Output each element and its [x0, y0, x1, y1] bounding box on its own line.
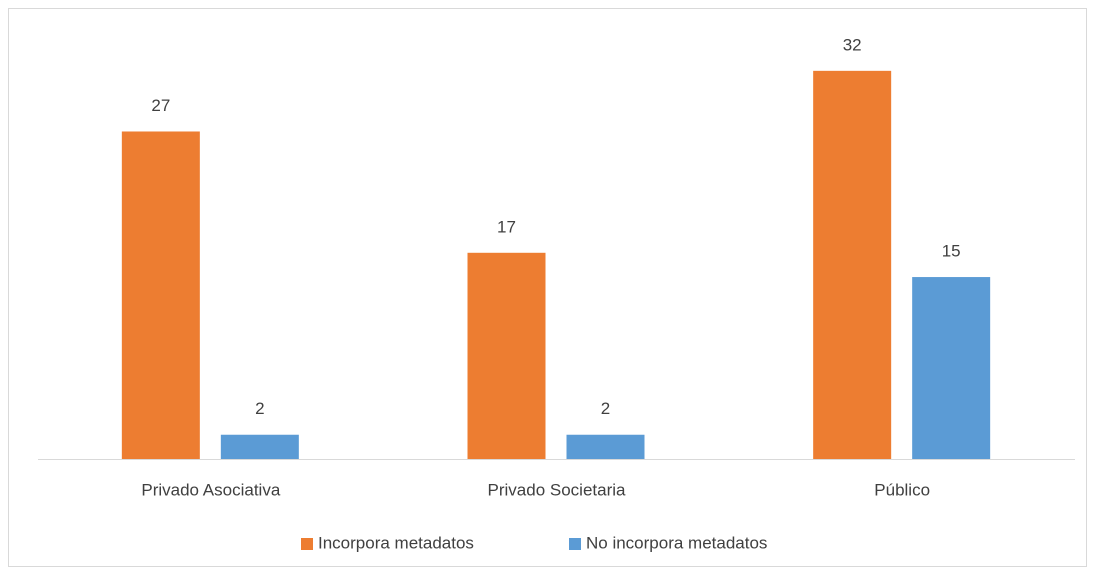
- data-label: 15: [942, 242, 961, 261]
- x-tick-label: Privado Asociativa: [141, 480, 280, 499]
- bar: [220, 434, 299, 459]
- bar: [566, 434, 645, 459]
- bar: [912, 277, 991, 459]
- x-tick-label: Privado Societaria: [488, 480, 627, 499]
- legend-label: Incorpora metadatos: [318, 533, 474, 552]
- bar: [813, 70, 892, 459]
- data-label: 27: [151, 96, 170, 115]
- data-label: 2: [255, 399, 264, 418]
- x-tick-label: Público: [874, 480, 930, 499]
- bar: [121, 131, 200, 460]
- bar: [467, 252, 546, 459]
- data-label: 32: [843, 35, 862, 54]
- data-label: 17: [497, 217, 516, 236]
- legend-swatch: [301, 538, 313, 550]
- data-label: 2: [601, 399, 610, 418]
- legend-swatch: [569, 538, 581, 550]
- legend-label: No incorpora metadatos: [586, 533, 767, 552]
